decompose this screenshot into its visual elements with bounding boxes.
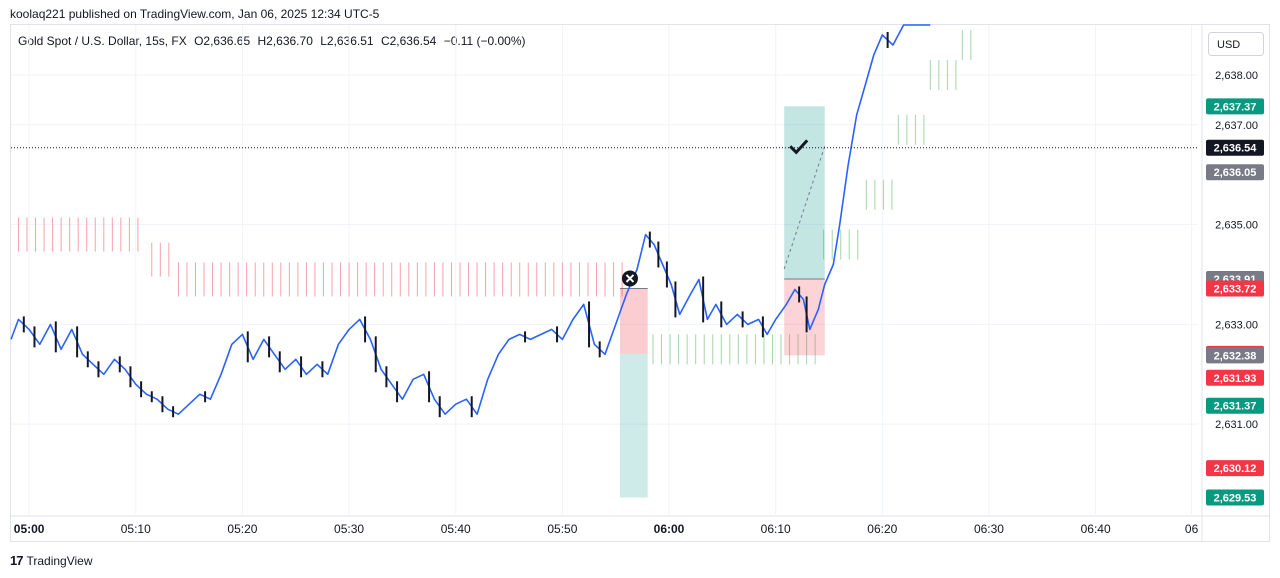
legend-low: L2,636.51 xyxy=(320,34,374,48)
legend-high: H2,636.70 xyxy=(257,34,313,48)
legend-close: C2,636.54 xyxy=(380,34,437,48)
tradingview-logo-icon: 17 xyxy=(10,553,24,568)
footer-brand-text: TradingView xyxy=(26,553,93,568)
publisher-line: koolaq221 published on TradingView.com, … xyxy=(10,7,380,21)
footer-brand[interactable]: 17 TradingView xyxy=(10,553,93,568)
legend-open: O2,636.65 xyxy=(194,34,251,48)
legend-symbol[interactable]: Gold Spot / U.S. Dollar, 15s, FX xyxy=(18,34,187,48)
currency-button[interactable]: USD xyxy=(1208,32,1264,56)
chart-legend: Gold Spot / U.S. Dollar, 15s, FX O2,636.… xyxy=(18,34,526,48)
legend-change: −0.11 (−0.00%) xyxy=(443,34,526,48)
chart-frame[interactable] xyxy=(10,24,1270,542)
